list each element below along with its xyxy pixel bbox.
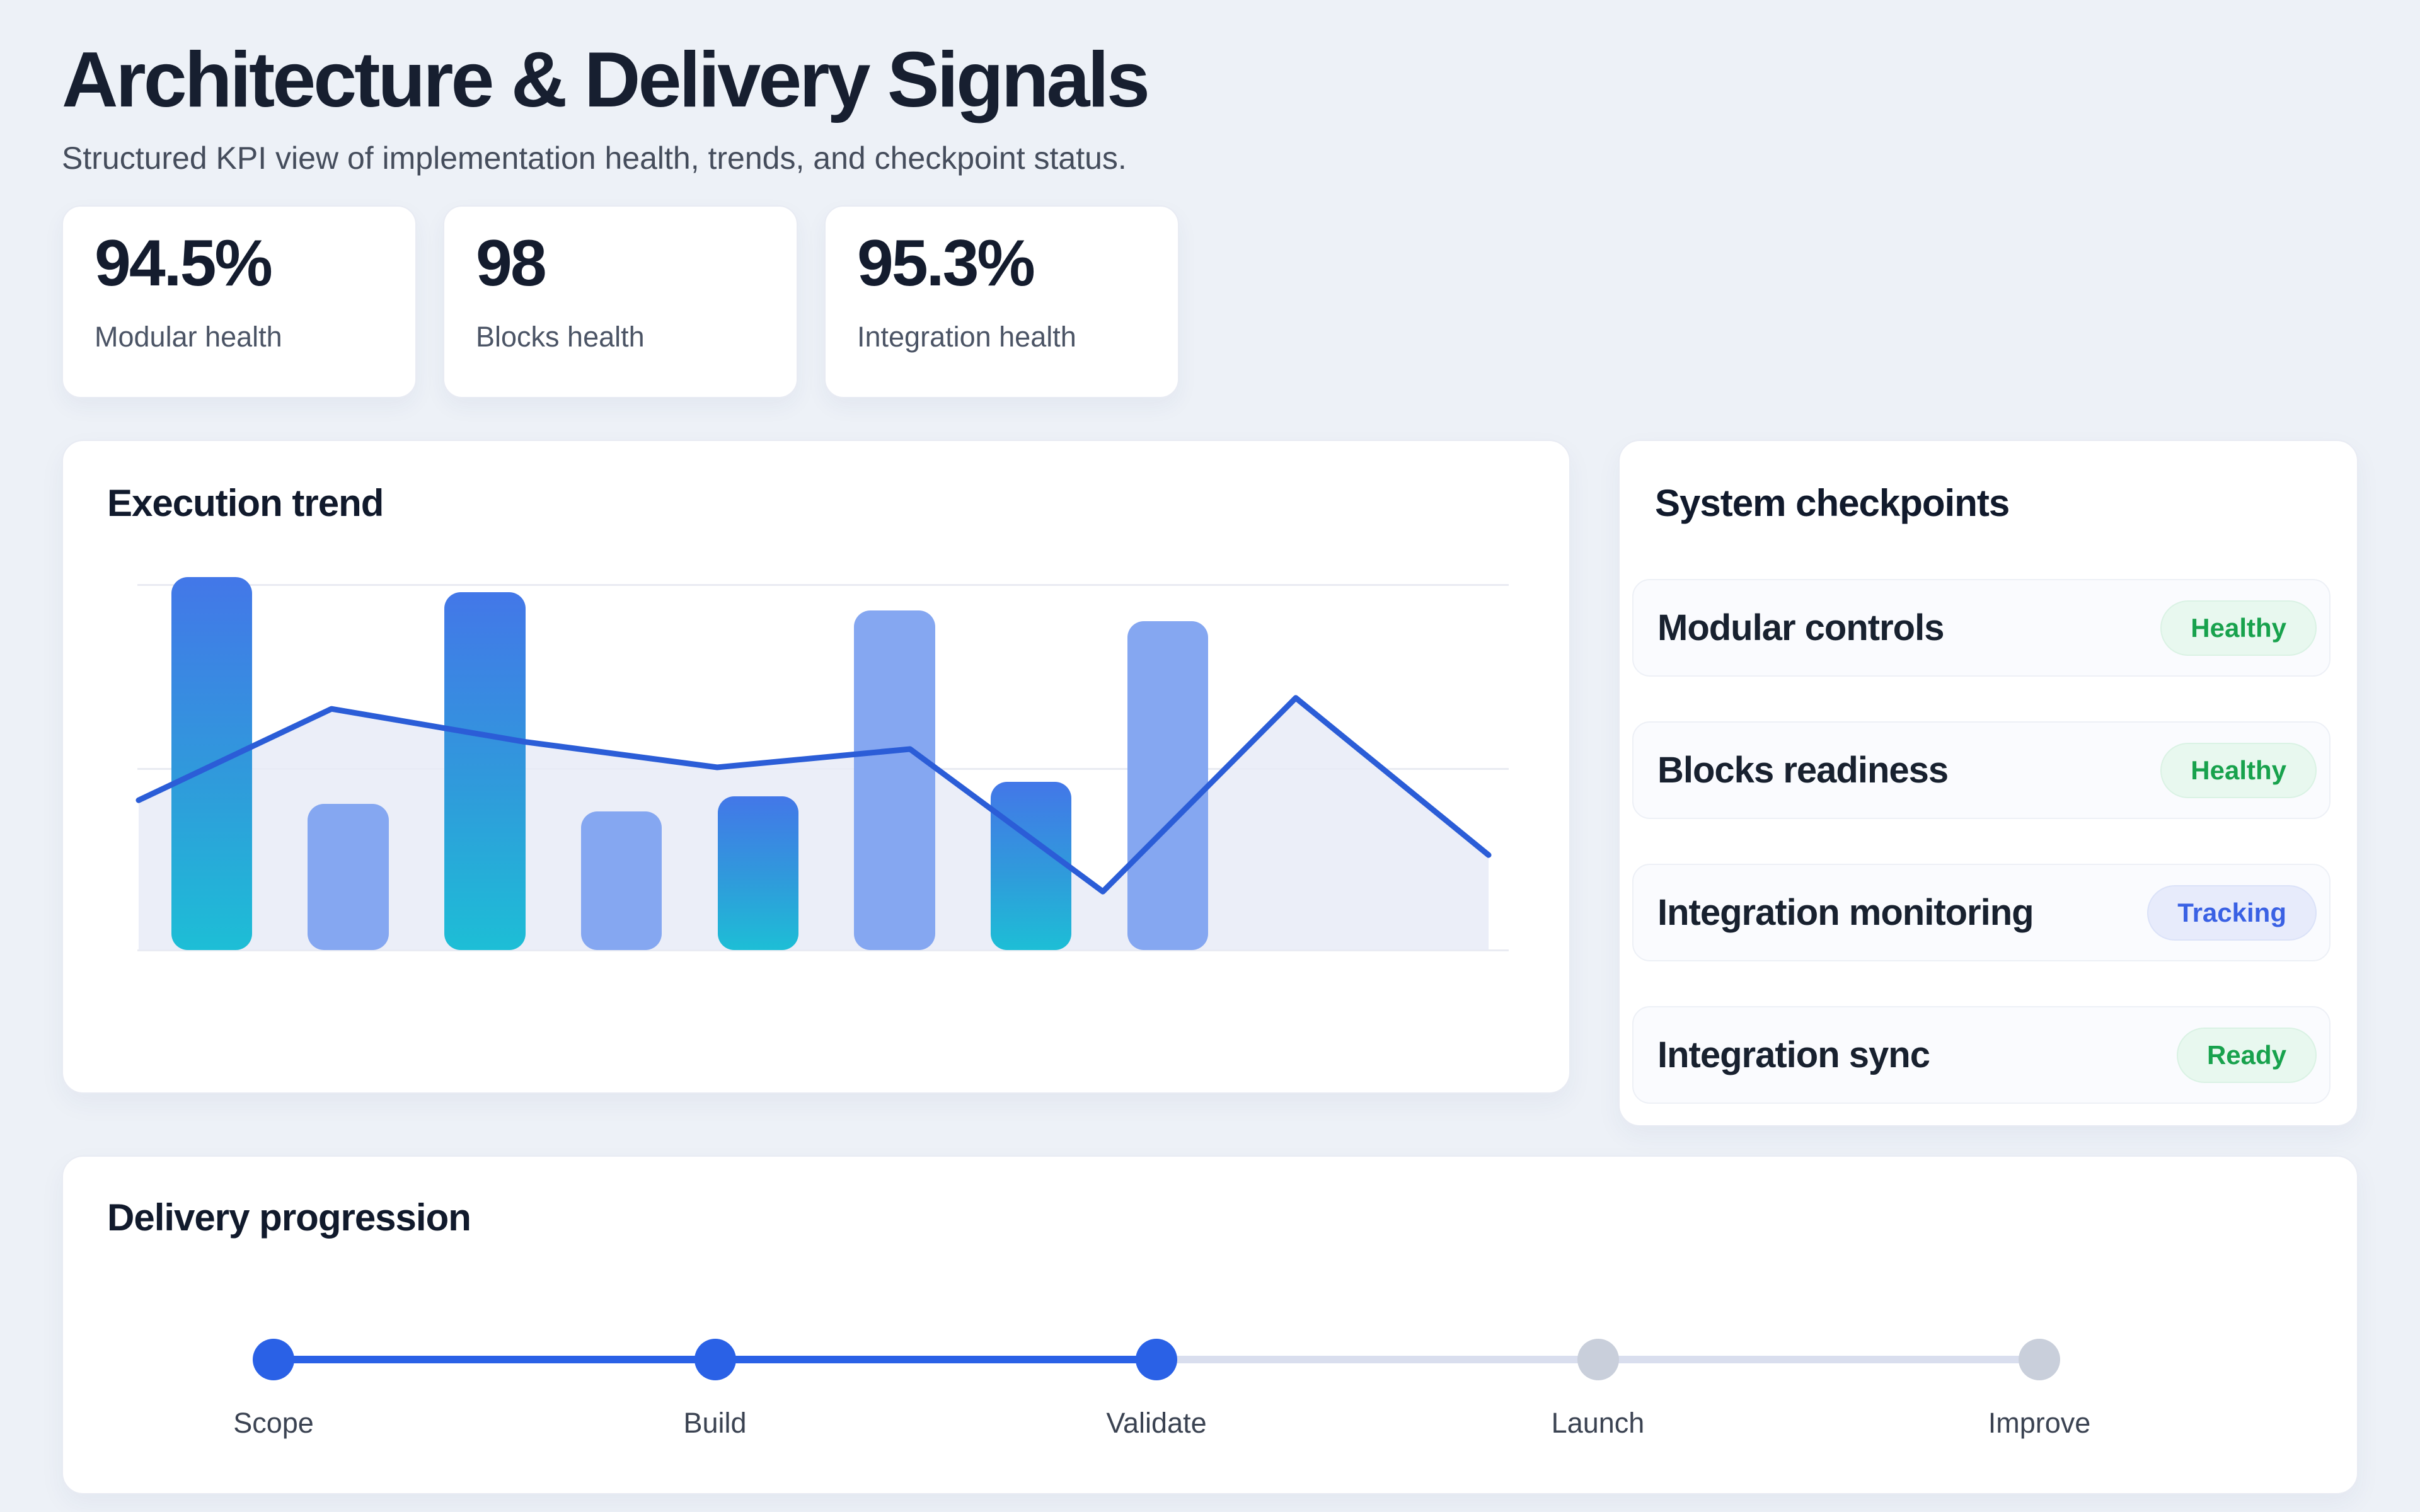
trend-bar-4 xyxy=(580,811,662,950)
status-badge: Ready xyxy=(2176,1027,2317,1083)
chart-gridline xyxy=(137,583,1509,586)
stepper-track-segment xyxy=(715,1356,1156,1363)
kpi-label: Integration health xyxy=(857,321,1076,353)
stepper-track-segment xyxy=(1156,1356,1598,1363)
trend-bar-6 xyxy=(854,610,935,950)
kpi-card-integration-health: 95.3% Integration health xyxy=(824,205,1179,398)
execution-trend-panel: Execution trend xyxy=(62,440,1570,1094)
page-title: Architecture & Delivery Signals xyxy=(62,37,1150,123)
checkpoint-row-modular-controls: Modular controls Healthy xyxy=(1632,579,2331,677)
kpi-card-row: 94.5% Modular health 98 Blocks health 95… xyxy=(62,205,2358,398)
trend-bar-7 xyxy=(991,782,1072,950)
trend-bar-8 xyxy=(1127,621,1209,950)
trend-line-svg xyxy=(135,695,1492,895)
kpi-value: 98 xyxy=(476,227,547,300)
delivery-stepper: Scope Build Validate Launch Improve xyxy=(233,1339,2090,1496)
checkpoint-row-integration-sync: Integration sync Ready xyxy=(1632,1006,2331,1104)
step-label-improve: Improve xyxy=(1988,1407,2091,1439)
trend-bar-5 xyxy=(717,796,799,950)
status-badge: Healthy xyxy=(2160,742,2317,798)
checkpoint-row-integration-monitoring: Integration monitoring Tracking xyxy=(1632,864,2331,961)
stepper-track-segment xyxy=(1598,1356,2039,1363)
main-content-row: Execution trend System checkpoints Modul… xyxy=(62,440,2358,1126)
checkpoint-label: Modular controls xyxy=(1657,607,1944,648)
step-dot-launch xyxy=(1577,1339,1619,1380)
checkpoint-row-blocks-readiness: Blocks readiness Healthy xyxy=(1632,721,2331,819)
kpi-label: Modular health xyxy=(95,321,282,353)
trend-bar-3 xyxy=(444,592,526,950)
delivery-progression-panel: Delivery progression Scope Build Validat… xyxy=(62,1155,2358,1494)
page-subtitle: Structured KPI view of implementation he… xyxy=(62,140,1127,176)
chart-gridline xyxy=(137,949,1509,951)
step-dot-build xyxy=(694,1339,736,1380)
step-label-build: Build xyxy=(683,1407,747,1439)
stepper-track-segment xyxy=(274,1356,715,1363)
kpi-card-blocks-health: 98 Blocks health xyxy=(443,205,798,398)
checkpoint-list: Modular controls Healthy Blocks readines… xyxy=(1632,579,2331,1104)
trend-bar-2 xyxy=(308,804,389,950)
kpi-value: 95.3% xyxy=(857,227,1035,300)
system-checkpoints-panel: System checkpoints Modular controls Heal… xyxy=(1618,440,2358,1126)
checkpoint-label: Integration monitoring xyxy=(1657,892,2034,933)
checkpoint-label: Integration sync xyxy=(1657,1034,1930,1075)
kpi-label: Blocks health xyxy=(476,321,645,353)
step-dot-validate xyxy=(1136,1339,1177,1380)
status-badge: Tracking xyxy=(2147,885,2317,941)
kpi-card-modular-health: 94.5% Modular health xyxy=(62,205,417,398)
page-header: Architecture & Delivery Signals Structur… xyxy=(62,35,2358,176)
kpi-value: 94.5% xyxy=(95,227,273,300)
execution-trend-title: Execution trend xyxy=(107,482,384,524)
step-dot-improve xyxy=(2019,1339,2060,1380)
step-label-scope: Scope xyxy=(233,1407,314,1439)
checkpoint-label: Blocks readiness xyxy=(1657,750,1949,791)
status-badge: Healthy xyxy=(2160,600,2317,656)
system-checkpoints-title: System checkpoints xyxy=(1655,482,2010,524)
delivery-progression-title: Delivery progression xyxy=(107,1196,471,1239)
step-label-validate: Validate xyxy=(1106,1407,1207,1439)
step-dot-scope xyxy=(253,1339,294,1380)
execution-trend-chart xyxy=(135,577,1509,951)
step-label-launch: Launch xyxy=(1551,1407,1645,1439)
